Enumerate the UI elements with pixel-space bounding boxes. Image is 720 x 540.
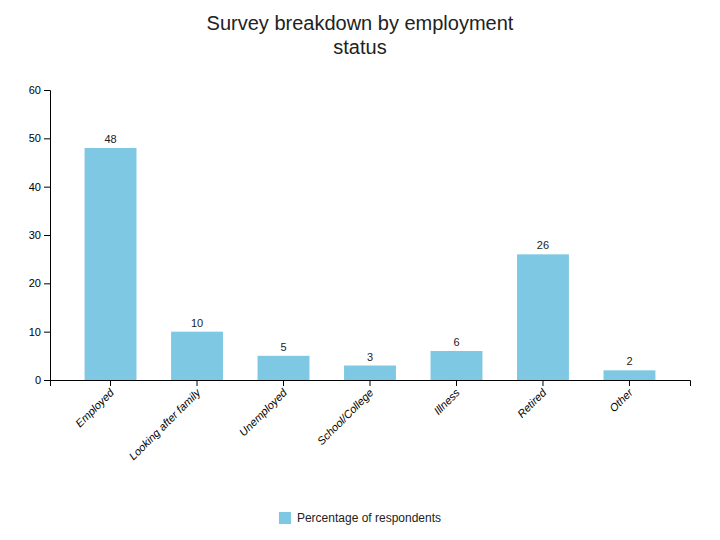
tick-label: Employed (73, 386, 117, 430)
x-axis: EmployedLooking after family Unemployed Sc… (51, 380, 691, 462)
tick: Unemployed (237, 380, 290, 438)
tick-mark (629, 380, 630, 386)
legend-label: Percentage of respondents (297, 511, 441, 525)
tick-mark (110, 380, 111, 386)
tick: Retired (515, 380, 549, 420)
tick-label: 0 (35, 374, 41, 386)
tick: Other (607, 380, 636, 414)
tick-label: Unemployed (237, 386, 290, 439)
data-label: 48 (104, 133, 116, 145)
axis-line (51, 381, 691, 387)
tick-label: School/College (315, 386, 376, 447)
tick-label: Illness (431, 386, 462, 417)
chart-svg: Survey breakdown by employmentstatus 0 10 2… (0, 0, 720, 540)
tick: 20 (29, 277, 50, 289)
title-line: status (333, 36, 386, 58)
bar (431, 351, 483, 380)
tick: Employed (73, 380, 117, 429)
bar (344, 366, 396, 381)
tick-label: Looking after family (127, 385, 204, 462)
tick: Looking after family (127, 380, 204, 462)
data-label: 6 (453, 336, 459, 348)
tick: 40 (29, 181, 50, 193)
tick-mark (456, 380, 457, 386)
legend-swatch (279, 512, 291, 524)
bar (171, 332, 223, 380)
data-label: 5 (280, 341, 286, 353)
bar (517, 254, 569, 380)
data-label: 10 (191, 317, 203, 329)
tick-mark (542, 380, 543, 386)
tick-mark (44, 283, 50, 284)
tick-mark (44, 332, 50, 333)
tick-mark (44, 90, 50, 91)
title-line: Survey breakdown by employment (207, 12, 514, 34)
tick-mark (370, 380, 371, 386)
tick: 10 (29, 326, 50, 338)
bar (85, 148, 137, 380)
tick: 50 (29, 132, 50, 144)
tick: 30 (29, 229, 50, 241)
tick: 0 (35, 374, 50, 386)
chart-container: Survey breakdown by employmentstatus 0 10 2… (0, 0, 720, 540)
data-label: 3 (367, 351, 373, 363)
title: Survey breakdown by employmentstatus (207, 12, 514, 58)
bar (258, 356, 310, 380)
tick-label: 60 (29, 84, 41, 96)
bars (85, 148, 656, 380)
tick-label: 10 (29, 326, 41, 338)
tick-mark (283, 380, 284, 386)
tick: School/College (315, 380, 376, 447)
tick-label: Other (607, 385, 636, 414)
tick-mark (197, 380, 198, 386)
data-label: 2 (626, 355, 632, 367)
bar (604, 370, 656, 380)
y-axis: 0 10 20 30 40 50 60 (29, 84, 51, 386)
tick-label: 40 (29, 181, 41, 193)
legend-item: Percentage of respondents (279, 511, 441, 525)
tick: Illness (431, 380, 462, 417)
tick-label: 20 (29, 277, 41, 289)
tick-mark (44, 380, 50, 381)
tick-label: 50 (29, 132, 41, 144)
plot: 0 10 20 30 40 50 60 EmployedLooking after famil… (29, 84, 691, 462)
tick-mark (44, 138, 50, 139)
legend: Percentage of respondents (279, 511, 441, 525)
tick-mark (44, 187, 50, 188)
axis-line (44, 91, 51, 381)
tick-label: Retired (515, 386, 549, 420)
data-label: 26 (537, 239, 549, 251)
tick: 60 (29, 84, 50, 96)
tick-mark (44, 235, 50, 236)
tick-label: 30 (29, 229, 41, 241)
data-labels: 48 10 5 3 6 26 2 (104, 133, 632, 367)
